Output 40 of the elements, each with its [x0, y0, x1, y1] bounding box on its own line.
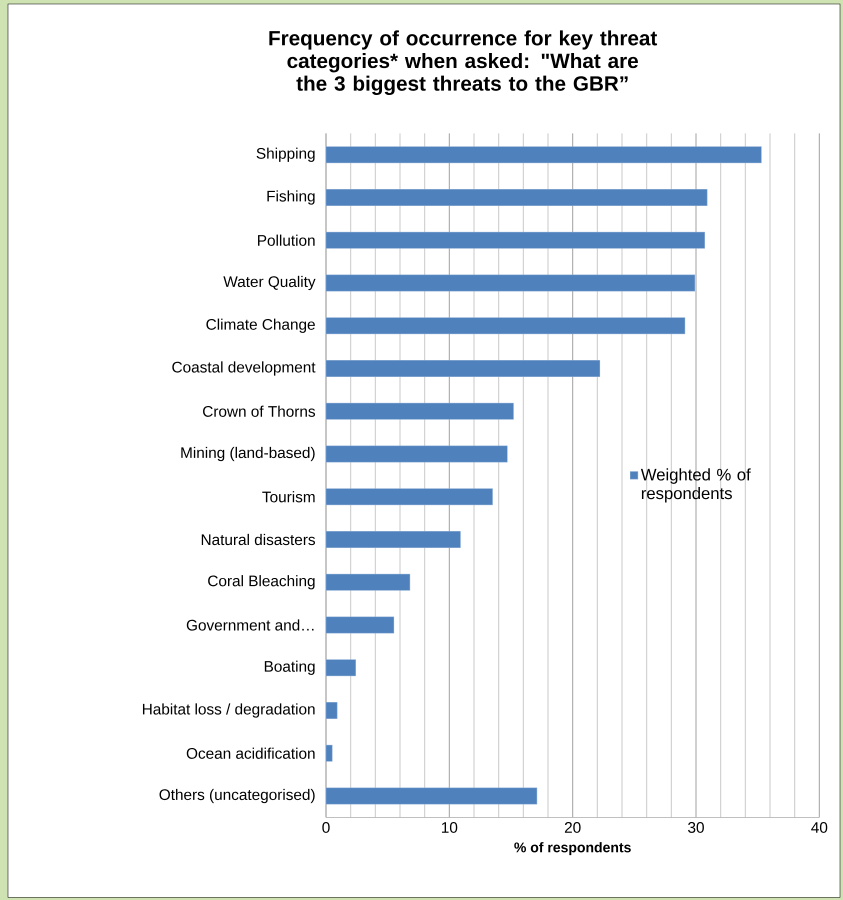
chart-title: Frequency of occurrence for key threat categories* when asked: "What are the 3 biggest threats to the GBR” [269, 30, 658, 95]
y-tick-label: Climate Change [206, 318, 315, 333]
y-tick-label: Shipping [256, 148, 315, 162]
bar [326, 659, 356, 676]
bar [326, 574, 410, 591]
bar [326, 788, 538, 804]
y-tick-label: Ocean acidification [186, 748, 315, 759]
x-axis-title: % of respondents [514, 842, 631, 856]
x-tick-label: 40 [811, 822, 828, 833]
bar [326, 616, 394, 634]
y-tick-label: Mining (land-based) [181, 446, 315, 462]
bar [326, 744, 332, 762]
y-tick-label: Natural disasters [202, 534, 316, 546]
y-tick-label: Pollution [258, 234, 315, 246]
y-tick-label: Coastal development [172, 361, 316, 376]
legend-label: Weighted % of respondents [640, 468, 751, 502]
y-tick-label: Fishing [267, 190, 315, 205]
bar [326, 446, 508, 462]
y-tick-label: Tourism [262, 491, 315, 502]
x-tick-label: 20 [564, 822, 581, 833]
bar [326, 274, 696, 292]
x-tick-label: 30 [688, 822, 704, 833]
bar [326, 531, 461, 548]
bar [326, 189, 708, 206]
x-tick-label: 10 [442, 822, 458, 833]
bar [326, 360, 600, 377]
y-tick-label: Crown of Thorns [203, 406, 316, 417]
x-tick-label: 0 [322, 822, 330, 833]
y-tick-label: Habitat loss / degradation [142, 703, 315, 718]
y-tick-label: Others (uncategorised) [160, 788, 315, 804]
bar [326, 488, 493, 506]
bar [326, 146, 762, 164]
bar [326, 317, 686, 334]
bar [326, 402, 514, 420]
y-tick-label: Boating [264, 660, 315, 675]
y-tick-label: Government and… [186, 619, 314, 631]
bar [326, 702, 338, 719]
y-tick-label: Coral Bleaching [208, 575, 315, 590]
bar [326, 232, 705, 249]
y-tick-label: Water Quality [223, 276, 316, 290]
